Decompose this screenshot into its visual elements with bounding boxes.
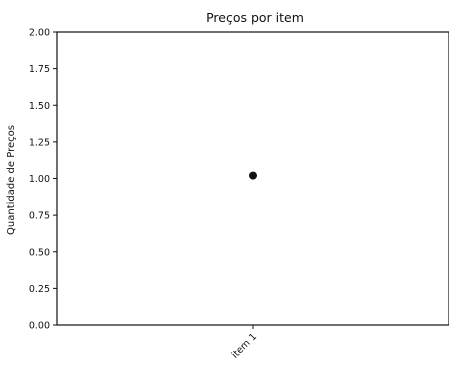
y-tick-label: 1.75 [29, 64, 50, 75]
y-tick-label: 1.25 [29, 137, 50, 148]
y-tick-label: 1.50 [29, 101, 50, 112]
y-tick-label: 0.50 [29, 247, 50, 258]
y-tick-label: 0.75 [29, 211, 50, 222]
y-tick-label: 2.00 [29, 28, 50, 39]
y-axis-ticks: 0.00 0.25 0.50 0.75 1.00 1.25 1.50 1.75 2.00 [29, 28, 57, 332]
chart-title: Preços por item [206, 10, 304, 25]
data-point [249, 171, 257, 180]
y-axis-label: Quantidade de Preços [6, 125, 17, 235]
data-points [249, 171, 257, 180]
y-tick-label: 0.25 [29, 284, 50, 295]
y-tick-label: 1.00 [29, 174, 50, 185]
y-tick-label: 0.00 [29, 321, 50, 332]
